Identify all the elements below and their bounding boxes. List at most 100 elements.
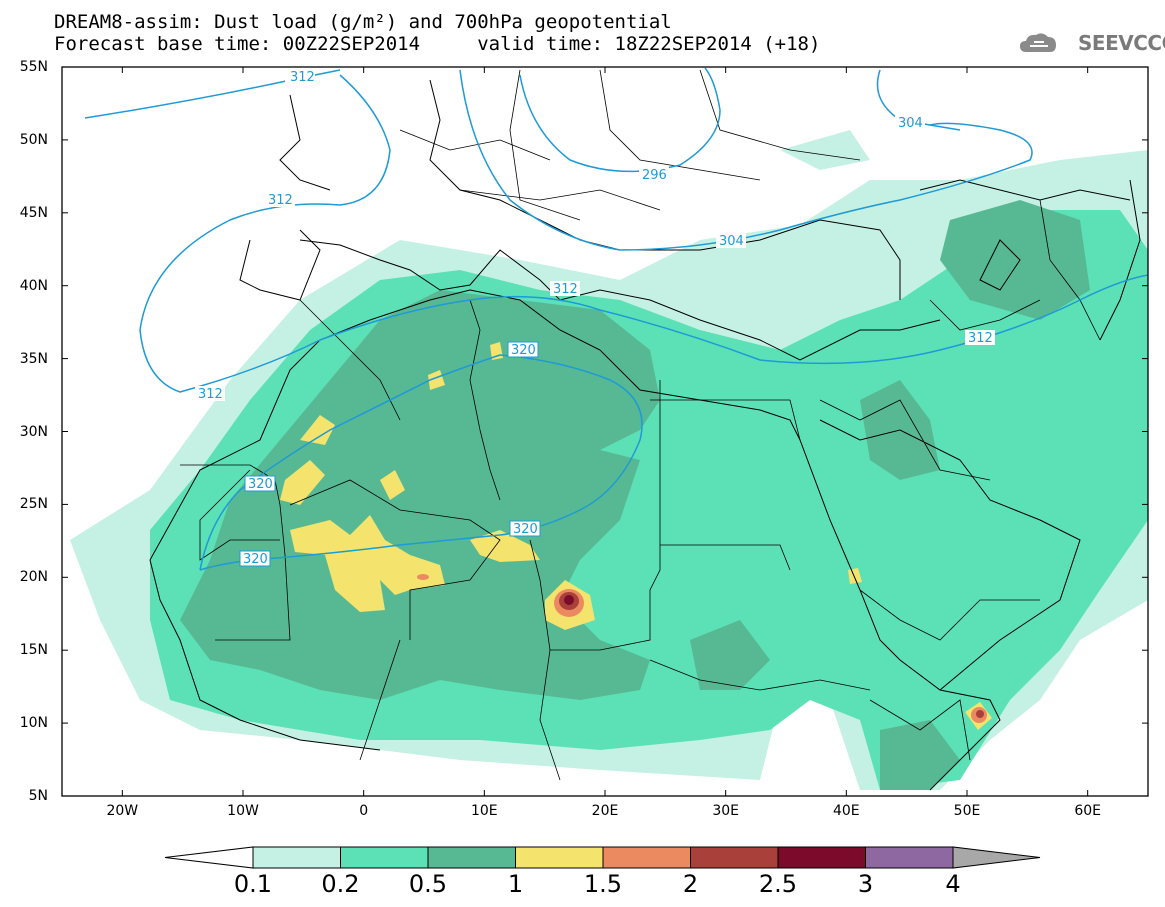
contour-label: 296 [642, 168, 667, 183]
geopotential-contour [139, 74, 1148, 393]
cloud-icon [1020, 33, 1056, 52]
colorbar-label: 1.5 [583, 870, 623, 898]
map-title-line1: DREAM8-assim: Dust load (g/m²) and 700hP… [54, 11, 672, 33]
contour-label: 320 [248, 477, 273, 492]
colorbar-over-arrow [952, 846, 1041, 869]
dust-region-high [470, 530, 540, 562]
lat-tick-label: 35N [19, 350, 48, 367]
lat-tick-label: 45N [19, 204, 48, 221]
colorbar-label: 1 [507, 870, 524, 898]
contour-label: 312 [268, 193, 293, 208]
contour-label: 304 [898, 116, 923, 131]
colorbar-label: 0.2 [321, 870, 360, 898]
colorbar-swatch [777, 846, 866, 869]
country-border [660, 544, 791, 571]
lon-tick-label: 20W [106, 803, 139, 819]
colorbar-label: 3 [857, 870, 874, 898]
geopotential-contour [199, 354, 643, 571]
colorbar-label: 2.5 [758, 870, 798, 898]
dust-region-light [780, 130, 870, 170]
country-border [819, 399, 991, 481]
dust-region-high [280, 460, 325, 505]
lon-tick-label: 10E [470, 803, 498, 819]
dust-region-dense [180, 290, 660, 700]
coastline [819, 419, 1081, 691]
lat-tick-label: 15N [19, 642, 48, 659]
colorbar-label: 2 [682, 870, 699, 898]
lon-tick-label: 20E [591, 803, 619, 819]
country-border [529, 380, 661, 651]
country-border [539, 649, 561, 781]
coastline [149, 559, 381, 751]
colorbar-label: 0.1 [233, 870, 273, 898]
colorbar-under-arrow [164, 846, 254, 869]
contour-label: 320 [511, 343, 536, 358]
lon-tick-label: 60E [1074, 803, 1101, 819]
country-border [469, 299, 501, 501]
contour-label: 312 [198, 387, 223, 402]
contour-label: 304 [719, 234, 744, 249]
colorbar-swatch [252, 846, 341, 869]
lat-tick-label: 5N [28, 788, 48, 804]
lat-tick-label: 10N [19, 715, 48, 732]
lat-tick-label: 50N [19, 131, 48, 148]
coastline [1099, 179, 1141, 341]
colorbar-swatch [427, 846, 516, 869]
coastline [279, 94, 331, 191]
country-border [599, 69, 761, 181]
country-border [1039, 199, 1101, 341]
colorbar-label: 0.5 [408, 870, 448, 898]
lat-tick-label: 55N [19, 59, 48, 75]
country-border [459, 189, 661, 211]
dust-region-high [380, 470, 405, 500]
country-border [289, 479, 501, 640]
colorbar-swatch [865, 846, 954, 869]
colorbar-label: 4 [945, 870, 961, 898]
coastline [239, 229, 321, 301]
dust-peak [417, 574, 429, 580]
dust-region-high [300, 415, 335, 445]
lon-tick-label: 30E [712, 803, 739, 819]
dust-region-dense [940, 200, 1090, 320]
dust-region-high [428, 370, 445, 390]
contour-label: 320 [513, 522, 538, 537]
country-border [929, 299, 1041, 331]
lon-tick-label: 10W [227, 803, 259, 819]
country-border [859, 589, 1040, 641]
country-border [399, 129, 551, 161]
lat-tick-label: 40N [19, 277, 48, 294]
coastline [979, 239, 1021, 291]
country-border [509, 69, 581, 221]
logo-text: SEEVCCC [1078, 31, 1165, 55]
coastline [919, 179, 1131, 201]
dust-peak [976, 710, 984, 718]
geopotential-contour [459, 69, 1033, 251]
dust-region-dense [690, 620, 770, 690]
lon-tick-label: 50E [953, 803, 981, 819]
dust-region-dense [880, 720, 960, 790]
dust-peak [564, 595, 574, 605]
country-border [699, 69, 861, 161]
lon-tick-label: 0 [359, 803, 369, 819]
contour-label: 312 [290, 70, 315, 85]
country-border [789, 399, 801, 441]
colorbar-swatch [340, 846, 429, 869]
map-title-line2: Forecast base time: 00Z22SEP2014 valid t… [54, 33, 821, 55]
lat-tick-label: 20N [19, 569, 48, 586]
lon-tick-label: 40E [832, 803, 860, 819]
country-border [649, 659, 871, 691]
country-border [869, 699, 971, 761]
country-border [199, 469, 280, 561]
dust-region-high [848, 568, 862, 584]
country-border [180, 464, 291, 641]
contour-label: 312 [968, 331, 993, 346]
colorbar-swatch [602, 846, 691, 869]
dust-region-high [290, 515, 445, 612]
lat-tick-label: 30N [19, 423, 48, 440]
country-border [359, 639, 401, 761]
contour-label: 320 [243, 552, 268, 567]
contour-label: 312 [553, 282, 578, 297]
colorbar-swatch [690, 846, 779, 869]
